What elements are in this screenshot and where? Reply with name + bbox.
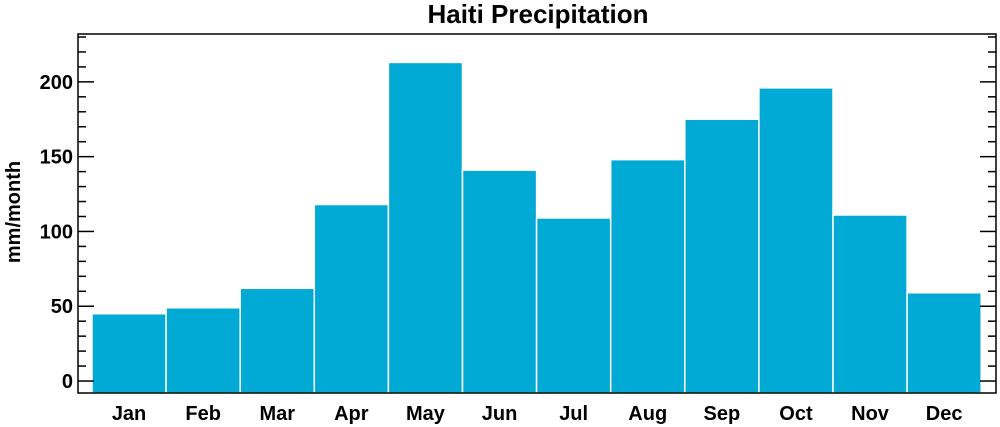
bar-dec xyxy=(906,292,982,394)
bar-mar xyxy=(239,287,316,394)
plot-frame xyxy=(77,33,997,394)
bar-nov xyxy=(832,214,908,394)
y-axis-label: mm/month xyxy=(3,161,25,263)
bar-oct xyxy=(758,87,834,394)
x-tick-label-oct: Oct xyxy=(779,403,813,425)
bar-jan xyxy=(91,312,167,394)
x-tick-label-may: May xyxy=(406,403,446,425)
x-tick-label-apr: Apr xyxy=(334,403,369,425)
y-tick-label: 200 xyxy=(40,72,73,94)
y-tick-label: 0 xyxy=(62,371,73,393)
y-tick-label: 100 xyxy=(40,221,73,243)
x-tick-label-feb: Feb xyxy=(185,403,221,425)
x-tick-label-sep: Sep xyxy=(704,403,741,425)
bar-aug xyxy=(609,158,686,394)
y-tick-label: 150 xyxy=(40,147,73,169)
bars-layer xyxy=(91,61,982,394)
x-tick-label-jan: Jan xyxy=(112,403,146,425)
x-tick-label-nov: Nov xyxy=(851,403,890,425)
bar-may xyxy=(387,61,464,394)
x-tick-label-jul: Jul xyxy=(559,403,588,425)
x-tick-label-jun: Jun xyxy=(482,403,518,425)
x-tick-label-aug: Aug xyxy=(628,403,667,425)
bar-feb xyxy=(165,306,241,394)
x-tick-label-dec: Dec xyxy=(926,403,963,425)
y-tick-label: 50 xyxy=(51,296,73,318)
x-tick-label-mar: Mar xyxy=(259,403,295,425)
labels-layer: 0 50 100 150 200 Jan Feb Mar Apr May Jun Jul Aug Sep O… xyxy=(40,72,963,425)
chart-title: Haiti Precipitation xyxy=(427,0,648,29)
bar-apr xyxy=(313,203,390,394)
bar-jun xyxy=(461,169,538,394)
bar-jul xyxy=(535,217,612,394)
bar-sep xyxy=(684,118,760,394)
axes-layer xyxy=(77,33,997,394)
